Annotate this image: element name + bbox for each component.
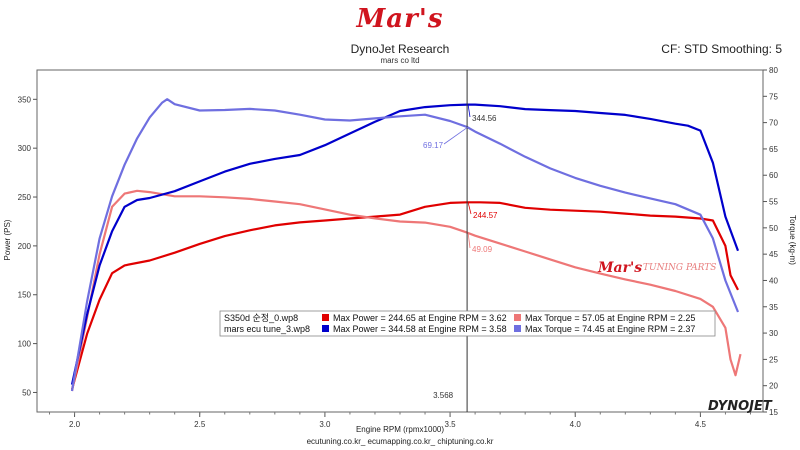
- annotation-stock-power: 244.57: [473, 211, 498, 220]
- y-tick-label: 50: [22, 388, 31, 397]
- y2-tick-label: 50: [769, 224, 778, 233]
- series-line-tuned-torque: [70, 98, 740, 392]
- y2-tick-label: 55: [769, 198, 778, 207]
- series-line-stock-power: [70, 201, 739, 390]
- annotation-leader-tuned-torque: [443, 126, 469, 145]
- y2-axis-title: Torque (kg-m): [788, 215, 797, 265]
- watermark-text: TUNING PARTS: [643, 263, 716, 273]
- y-tick-label: 250: [18, 193, 32, 202]
- y-tick-label: 100: [18, 340, 32, 349]
- annotation-tuned-power: 344.56: [472, 114, 497, 123]
- series-line-tuned-power: [70, 103, 740, 385]
- x-axis-title: Engine RPM (rpmx1000): [356, 425, 444, 434]
- y-axis-ticks: 50 100 150 200 250 300 350: [18, 95, 37, 397]
- x-tick-label: 4.0: [570, 420, 582, 429]
- y2-tick-label: 20: [769, 382, 778, 391]
- y2-tick-label: 75: [769, 92, 778, 101]
- legend-tuned-power-text: Max Power = 344.58 at Engine RPM = 3.58: [333, 324, 507, 334]
- correction-factor-label: CF: STD Smoothing: 5: [661, 42, 782, 56]
- brand-logo: Mar's: [0, 4, 800, 34]
- y2-tick-label: 60: [769, 171, 778, 180]
- annotation-stock-torque: 49.09: [472, 245, 493, 254]
- legend-stock-power-text: Max Power = 244.65 at Engine RPM = 3.62: [333, 313, 507, 323]
- legend-swatch-tuned-power: [322, 325, 329, 332]
- x-axis-ticks: 2.0 2.5 3.0 3.5 4.0 4.5: [49, 412, 751, 429]
- legend-run-name-2: mars ecu tune_3.wp8: [224, 324, 310, 334]
- y2-tick-label: 40: [769, 276, 778, 285]
- plot-area: [36, 69, 764, 413]
- y2-axis-ticks: 15 20 25 30 35 40 45 50 55 60 65 70 75 80: [763, 66, 778, 417]
- y2-tick-label: 70: [769, 119, 778, 128]
- legend-swatch-tuned-torque: [514, 325, 521, 332]
- y2-tick-label: 30: [769, 329, 778, 338]
- chart-subtitle: mars co ltd: [380, 56, 420, 65]
- y2-tick-label: 45: [769, 250, 778, 259]
- cursor-layer: 3.568 344.56 69.17 244.57 49.09: [423, 70, 498, 412]
- annotation-leader-tuned-power: [467, 104, 471, 118]
- y2-tick-label: 35: [769, 303, 778, 312]
- x-tick-label: 2.0: [69, 420, 81, 429]
- logo-text: Mar's: [356, 4, 444, 34]
- legend-run-name-1: S350d 순정_0.wp8: [224, 313, 298, 323]
- y-tick-label: 350: [18, 95, 32, 104]
- series-line-stock-torque: [70, 189, 742, 392]
- annotation-leader-stock-torque: [467, 232, 471, 249]
- chart-title: DynoJet Research: [350, 42, 450, 56]
- legend-box: S350d 순정_0.wp8 mars ecu tune_3.wp8 Max P…: [219, 310, 716, 337]
- annotation-tuned-torque: 69.17: [423, 141, 444, 150]
- legend-swatch-stock-power: [322, 314, 329, 321]
- footer-sites: ecutuning.co.kr_ ecumapping.co.kr_ chipt…: [306, 437, 494, 446]
- x-tick-label: 2.5: [194, 420, 206, 429]
- y-tick-label: 300: [18, 144, 32, 153]
- watermark-logo: Mar's: [597, 260, 642, 276]
- y2-tick-label: 65: [769, 145, 778, 154]
- y-tick-label: 200: [18, 242, 32, 251]
- legend-swatch-stock-torque: [514, 314, 521, 321]
- series-layer: [70, 98, 742, 392]
- cursor-rpm-label: 3.568: [433, 391, 454, 400]
- x-tick-label: 4.5: [695, 420, 707, 429]
- legend-stock-torque-text: Max Torque = 57.05 at Engine RPM = 2.25: [525, 313, 695, 323]
- annotation-leader-stock-power: [467, 202, 472, 215]
- y2-tick-label: 80: [769, 66, 778, 75]
- x-tick-label: 3.5: [445, 420, 457, 429]
- legend-tuned-torque-text: Max Torque = 74.45 at Engine RPM = 2.37: [525, 324, 695, 334]
- y2-tick-label: 25: [769, 355, 778, 364]
- y-tick-label: 150: [18, 291, 32, 300]
- y2-tick-label: 15: [769, 408, 778, 417]
- y-axis-title: Power (PS): [3, 219, 12, 260]
- dynojet-brand: DYNOJET: [708, 399, 773, 414]
- legend-background: [219, 310, 716, 337]
- x-tick-label: 3.0: [319, 420, 331, 429]
